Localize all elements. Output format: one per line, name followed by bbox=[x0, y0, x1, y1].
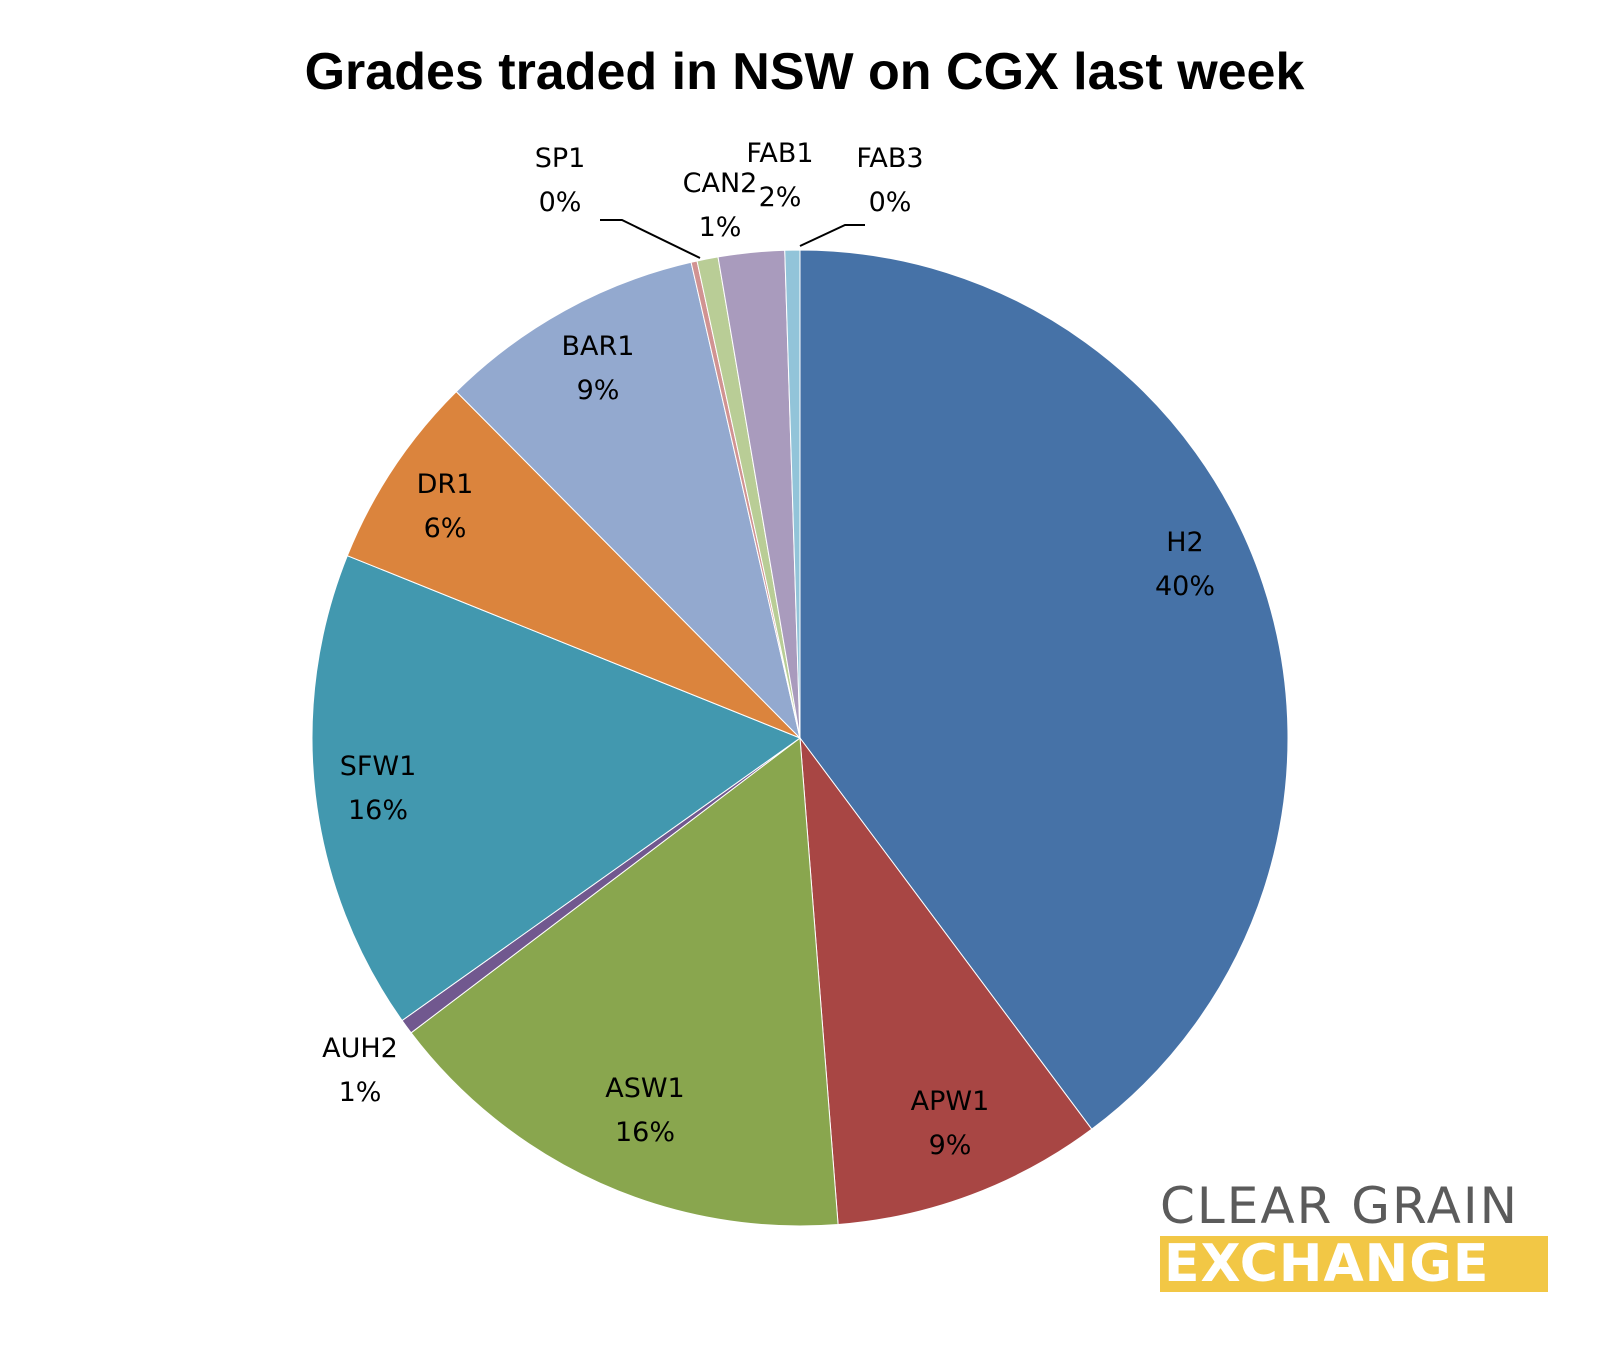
slice-percent-asw1: 16% bbox=[615, 1117, 675, 1148]
slice-label-h2: H2 bbox=[1166, 527, 1203, 558]
clear-grain-exchange-logo: CLEAR GRAIN EXCHANGE bbox=[1160, 1180, 1550, 1292]
pie-slice-asw1 bbox=[410, 737, 839, 1227]
logo-line-1: CLEAR GRAIN bbox=[1160, 1177, 1520, 1235]
pie-slice-h2 bbox=[799, 249, 1289, 1130]
slice-percent-fab1: 2% bbox=[759, 182, 802, 213]
slice-labels: H2 40% APW1 9% ASW1 16% AUH2 1% SFW1 16% DR1 6% BAR1… bbox=[322, 138, 1215, 1161]
slice-percent-h2: 40% bbox=[1155, 571, 1215, 602]
slice-percent-can2: 1% bbox=[699, 212, 742, 243]
leader-line-fab3 bbox=[799, 224, 865, 247]
slice-label-sfw1: SFW1 bbox=[340, 751, 417, 782]
pie-slice-dr1 bbox=[346, 390, 801, 739]
slice-label-fab3: FAB3 bbox=[856, 143, 923, 174]
slice-percent-auh2: 1% bbox=[339, 1077, 382, 1108]
slice-percent-fab3: 0% bbox=[869, 187, 912, 218]
slice-percent-dr1: 6% bbox=[424, 513, 467, 544]
leader-lines bbox=[600, 219, 865, 259]
slice-label-bar1: BAR1 bbox=[562, 331, 635, 362]
pie-slice-bar1 bbox=[455, 261, 801, 740]
pie-slice-apw1 bbox=[799, 736, 1093, 1226]
logo-line-2: EXCHANGE bbox=[1160, 1236, 1548, 1292]
pie-slice-fab3 bbox=[784, 249, 801, 739]
slice-label-fab1: FAB1 bbox=[746, 138, 813, 169]
slice-label-asw1: ASW1 bbox=[605, 1073, 684, 1104]
slice-percent-sp1: 0% bbox=[539, 187, 582, 218]
slice-label-apw1: APW1 bbox=[911, 1086, 990, 1117]
slice-label-can2: CAN2 bbox=[683, 168, 758, 199]
pie-slices bbox=[311, 249, 1289, 1227]
chart-title: Grades traded in NSW on CGX last week bbox=[304, 43, 1305, 101]
pie-slice-sfw1 bbox=[311, 555, 802, 1022]
slice-percent-apw1: 9% bbox=[929, 1130, 972, 1161]
slice-label-sp1: SP1 bbox=[535, 143, 586, 174]
slice-percent-sfw1: 16% bbox=[348, 795, 408, 826]
slice-label-dr1: DR1 bbox=[417, 469, 474, 500]
slice-label-auh2: AUH2 bbox=[322, 1033, 398, 1064]
leader-line-sp1 bbox=[600, 219, 701, 259]
slice-percent-bar1: 9% bbox=[577, 375, 620, 406]
